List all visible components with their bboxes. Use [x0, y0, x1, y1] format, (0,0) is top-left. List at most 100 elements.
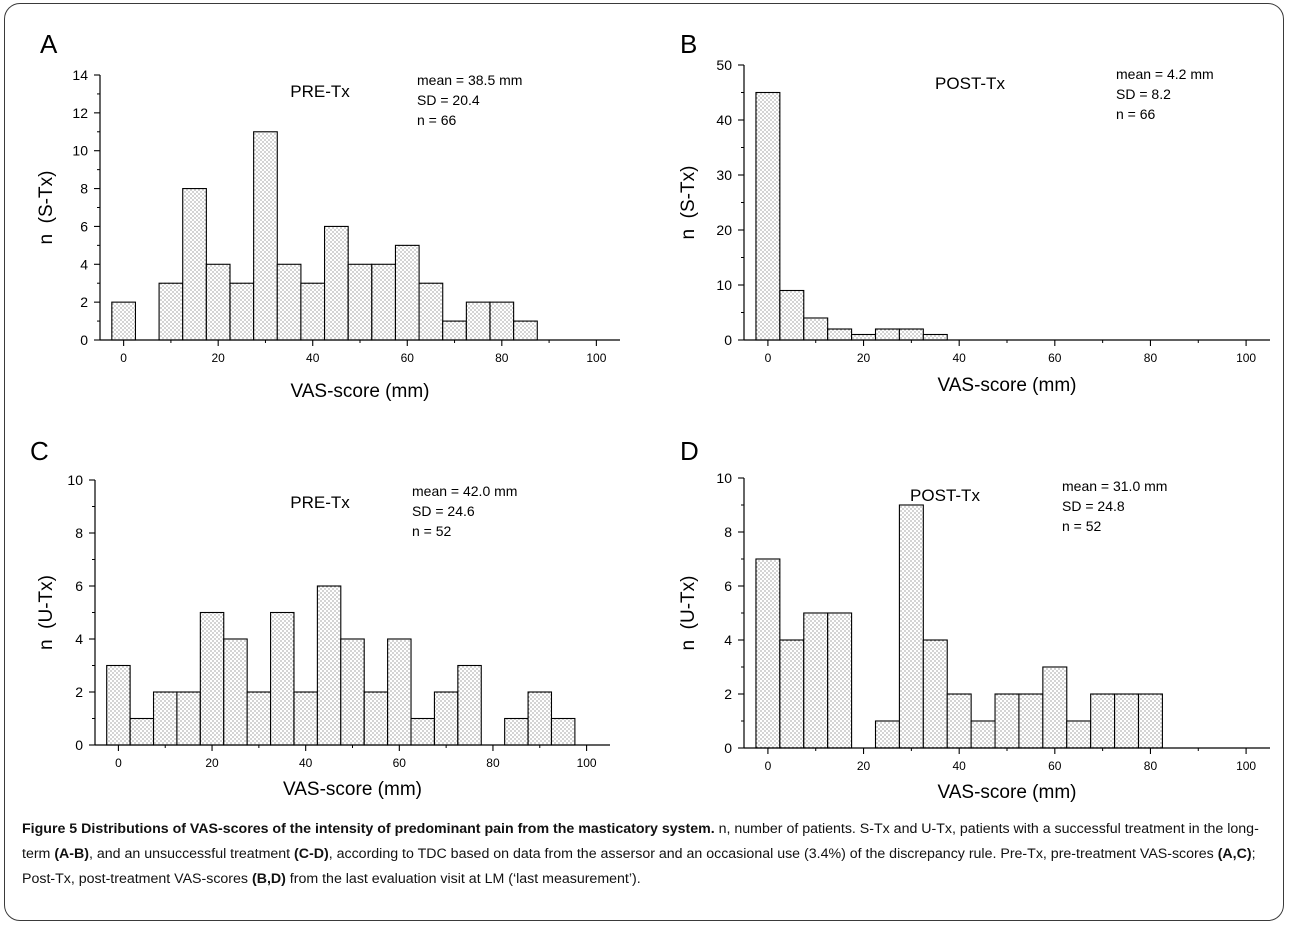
histogram-bar [371, 263, 397, 341]
caption-title: Distributions of VAS-scores of the inten… [81, 821, 715, 837]
histogram-bar [347, 263, 373, 341]
y-tick-label: 6 [724, 578, 732, 594]
histogram-bar [394, 244, 420, 341]
histogram-bar [300, 282, 326, 341]
histogram-bar [205, 263, 231, 341]
histogram-bar [270, 611, 295, 746]
y-tick-label: 8 [80, 181, 88, 197]
caption-body: n, number of patients. S-Tx and U-Tx, pa… [22, 821, 1259, 887]
histogram-bar [229, 282, 255, 341]
histogram-bar [418, 282, 444, 341]
x-tick-label: 20 [205, 756, 219, 770]
stats-annotation: mean = 42.0 mm [412, 483, 517, 499]
stats-annotation: n = 66 [1116, 106, 1156, 122]
x-tick-label: 80 [486, 756, 500, 770]
histogram-bar [387, 638, 412, 746]
histogram-bar [874, 720, 900, 749]
x-tick-label: 60 [1048, 351, 1062, 365]
histogram-bar [253, 131, 278, 341]
histogram-bar [1114, 693, 1140, 749]
x-tick-label: 40 [299, 756, 313, 770]
x-tick-label: 40 [953, 351, 967, 365]
caption-text: n, number of patients. S-Tx and U-Tx, pa… [22, 821, 1259, 862]
histogram-bar [246, 691, 272, 746]
stats-annotation: SD = 24.8 [1062, 498, 1125, 514]
y-tick-label: 12 [72, 105, 88, 121]
histogram-bar [851, 333, 877, 341]
x-tick-label: 60 [1048, 759, 1062, 773]
stats-annotation: n = 52 [412, 523, 452, 539]
figure-caption: Figure 5 Distributions of VAS-scores of … [22, 817, 1267, 892]
x-tick-label: 100 [1236, 759, 1256, 773]
y-tick-label: 4 [80, 256, 88, 272]
y-axis-label: n (U-Tx) [678, 576, 699, 651]
y-tick-label: 0 [75, 737, 83, 753]
histogram-bar [433, 691, 459, 746]
histogram-bar [779, 289, 805, 341]
x-tick-label: 0 [765, 759, 772, 773]
histogram-bar [442, 320, 467, 341]
histogram-bar [293, 691, 318, 746]
histogram-bar [199, 611, 225, 746]
histogram-bar [363, 691, 389, 746]
chart-title: PRE-Tx [290, 82, 350, 101]
y-tick-label: 50 [716, 57, 732, 73]
stats-annotation: n = 52 [1062, 518, 1102, 534]
histogram-bar [158, 282, 184, 341]
histogram-bar [129, 717, 155, 746]
caption-text: , according to TDC based on data from th… [328, 846, 1218, 862]
histogram-bar [504, 717, 529, 746]
stats-annotation: mean = 4.2 mm [1116, 66, 1214, 82]
x-tick-label: 20 [212, 351, 226, 365]
caption-panel-ref: (B,D) [251, 871, 286, 887]
histogram-bar [779, 639, 805, 749]
stats-annotation: SD = 20.4 [417, 92, 480, 108]
histogram-bar [898, 504, 924, 749]
histogram-bar [970, 720, 996, 749]
y-tick-label: 0 [724, 332, 732, 348]
histogram-bar [513, 320, 538, 341]
histogram-bar [457, 664, 482, 746]
histogram-bar [316, 585, 342, 746]
y-tick-label: 10 [716, 277, 732, 293]
histogram-bar [755, 91, 781, 341]
histogram-bar [827, 612, 853, 749]
caption-text: , and an unsuccessful treatment [89, 846, 295, 862]
histogram-bar [803, 317, 829, 341]
x-tick-label: 80 [1144, 759, 1158, 773]
x-axis-label: VAS-score (mm) [938, 782, 1077, 803]
histogram-bar [1090, 693, 1116, 749]
stats-annotation: SD = 24.6 [412, 503, 475, 519]
histogram-bar [223, 638, 248, 746]
x-tick-label: 40 [953, 759, 967, 773]
caption-figure-label: Figure 5 [22, 821, 78, 837]
x-tick-label: 40 [306, 351, 320, 365]
histogram-bar [323, 225, 349, 341]
y-axis-label: n (S-Tx) [678, 166, 699, 240]
x-tick-label: 80 [495, 351, 509, 365]
x-axis-label: VAS-score (mm) [291, 381, 430, 402]
y-tick-label: 20 [716, 222, 732, 238]
y-tick-label: 2 [724, 686, 732, 702]
y-tick-label: 6 [75, 578, 83, 594]
y-tick-label: 10 [67, 472, 83, 488]
caption-text: from the last evaluation visit at LM (‘l… [285, 871, 641, 887]
y-tick-label: 14 [72, 67, 88, 83]
panel-label: D [680, 436, 699, 466]
x-tick-label: 0 [115, 756, 122, 770]
histogram-bar [827, 328, 853, 341]
y-tick-label: 2 [80, 294, 88, 310]
chart-title: PRE-Tx [290, 493, 350, 512]
stats-annotation: mean = 38.5 mm [417, 72, 522, 88]
y-tick-label: 8 [75, 525, 83, 541]
y-tick-label: 4 [75, 631, 83, 647]
x-tick-label: 100 [577, 756, 597, 770]
caption-panel-ref: (C-D) [294, 846, 329, 862]
y-tick-label: 10 [716, 470, 732, 486]
y-tick-label: 40 [716, 112, 732, 128]
histogram-bar [489, 301, 515, 341]
x-axis-label: VAS-score (mm) [283, 779, 422, 800]
histogram-bar [340, 638, 365, 746]
caption-panel-ref: (A,C) [1217, 846, 1252, 862]
